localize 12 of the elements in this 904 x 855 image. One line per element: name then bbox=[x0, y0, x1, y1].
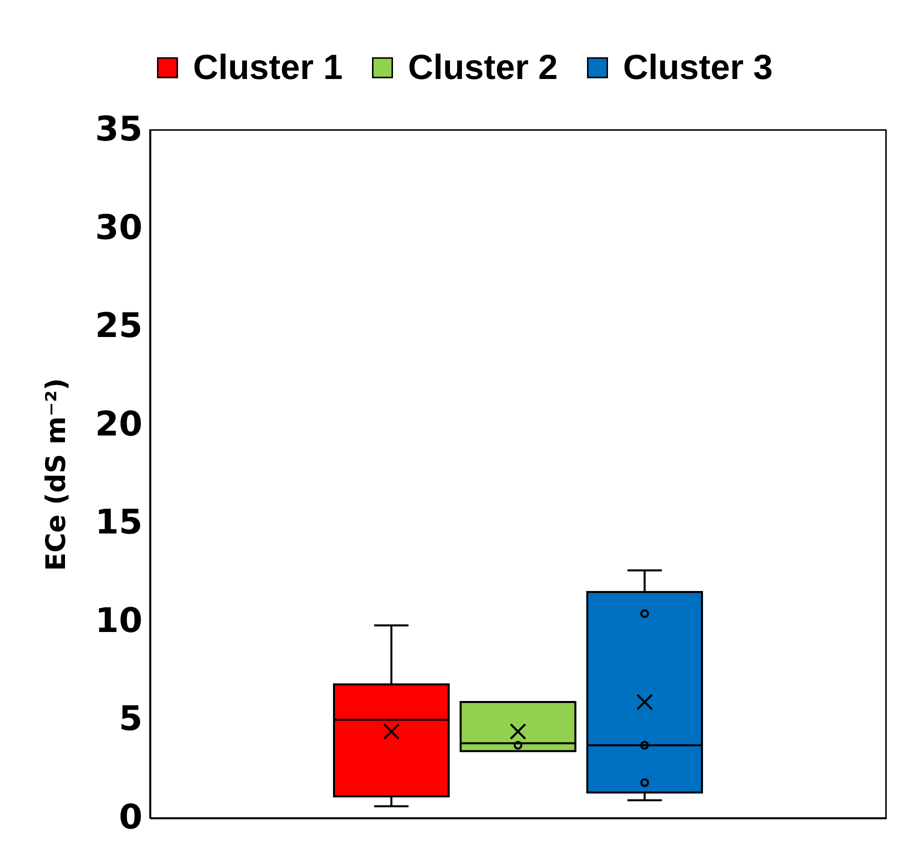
y-tick-label: 10 bbox=[95, 600, 142, 641]
y-tick-label: 15 bbox=[95, 502, 142, 543]
y-tick-label: 30 bbox=[95, 208, 142, 248]
y-tick-label: 5 bbox=[118, 699, 142, 740]
y-tick-label: 25 bbox=[95, 306, 142, 346]
y-tick-label: 0 bbox=[118, 798, 142, 838]
legend-label: Cluster 2 bbox=[408, 48, 558, 87]
legend-label: Cluster 3 bbox=[623, 48, 773, 87]
y-axis-title: ECe (dS m⁻²) bbox=[41, 378, 72, 572]
y-tick-label: 20 bbox=[95, 404, 142, 444]
y-tick-label: 35 bbox=[95, 110, 142, 150]
legend-label: Cluster 1 bbox=[193, 48, 343, 87]
